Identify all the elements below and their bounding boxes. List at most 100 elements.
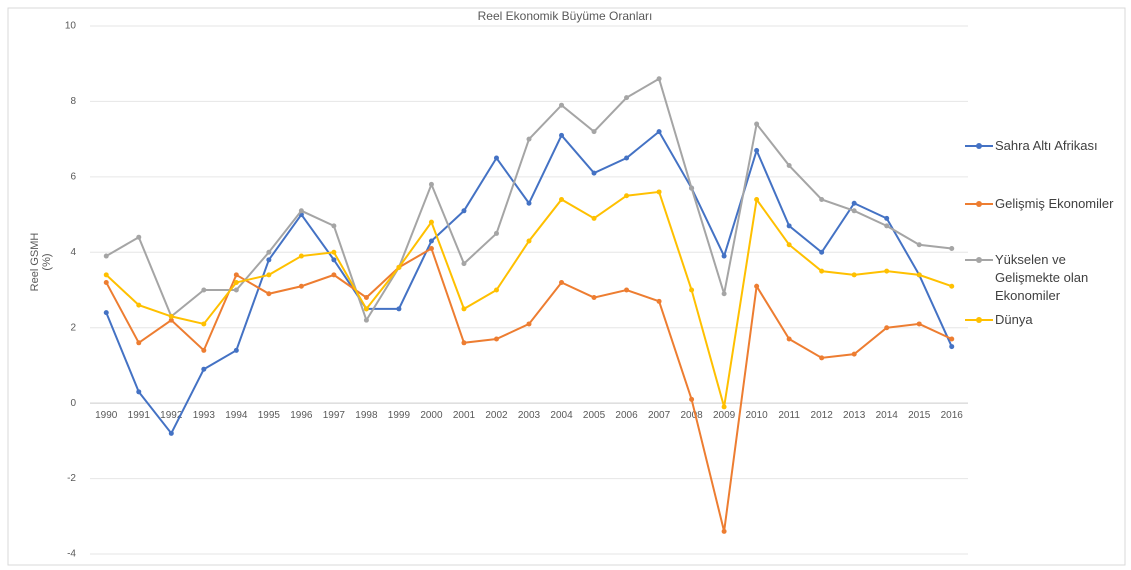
data-point xyxy=(233,347,239,353)
legend-label: Gelişmiş Ekonomiler xyxy=(995,196,1114,211)
data-point xyxy=(103,272,109,278)
data-point xyxy=(266,249,272,255)
y-axis-label: Reel GSMH (%) xyxy=(29,232,53,292)
data-point xyxy=(266,272,272,278)
data-point xyxy=(786,163,792,169)
data-point xyxy=(461,208,467,214)
data-point xyxy=(461,340,467,346)
data-point xyxy=(819,249,825,255)
data-point xyxy=(201,321,207,327)
data-point xyxy=(559,132,565,138)
data-point xyxy=(201,366,207,372)
y-tick-label: -2 xyxy=(67,473,76,484)
data-point xyxy=(851,272,857,278)
data-point xyxy=(233,279,239,285)
y-tick-label: 4 xyxy=(70,247,76,258)
data-point xyxy=(624,193,630,199)
data-point xyxy=(363,295,369,301)
data-point xyxy=(331,249,337,255)
data-point xyxy=(559,196,565,202)
data-point xyxy=(754,283,760,289)
data-point xyxy=(493,287,499,293)
data-point xyxy=(331,257,337,263)
x-tick-label: 2006 xyxy=(615,410,638,421)
data-point xyxy=(916,321,922,327)
data-point xyxy=(819,196,825,202)
data-point xyxy=(851,208,857,214)
data-point xyxy=(428,246,434,252)
chart-frame xyxy=(7,7,1126,566)
data-point xyxy=(754,196,760,202)
data-point xyxy=(136,340,142,346)
data-point xyxy=(526,136,532,142)
chart-title: Reel Ekonomik Büyüme Oranları xyxy=(478,9,653,23)
data-point xyxy=(233,272,239,278)
data-point xyxy=(103,310,109,316)
x-tick-label: 2016 xyxy=(941,410,964,421)
data-point xyxy=(298,253,304,259)
x-tick-label: 2004 xyxy=(550,410,573,421)
data-point xyxy=(136,302,142,308)
legend-entry: Gelişmiş Ekonomiler xyxy=(965,195,1120,213)
x-tick-label: 1995 xyxy=(258,410,281,421)
data-point xyxy=(591,129,597,135)
data-point xyxy=(754,121,760,127)
data-point xyxy=(428,238,434,244)
data-point xyxy=(624,287,630,293)
data-point xyxy=(168,430,174,436)
data-point xyxy=(689,396,695,402)
data-point xyxy=(786,223,792,229)
data-point xyxy=(656,298,662,304)
data-point xyxy=(103,279,109,285)
data-point xyxy=(136,234,142,240)
data-point xyxy=(591,215,597,221)
data-point xyxy=(428,181,434,187)
series-line xyxy=(105,190,953,408)
data-point xyxy=(493,336,499,342)
data-point xyxy=(949,283,955,289)
data-point xyxy=(721,404,727,410)
data-point xyxy=(949,336,955,342)
data-point xyxy=(103,253,109,259)
legend-swatch xyxy=(965,201,993,207)
data-point xyxy=(884,268,890,274)
data-point xyxy=(721,291,727,297)
data-point xyxy=(656,189,662,195)
data-point xyxy=(396,306,402,312)
data-point xyxy=(689,185,695,191)
x-tick-label: 2009 xyxy=(713,410,736,421)
data-point xyxy=(689,287,695,293)
x-tick-label: 1997 xyxy=(323,410,346,421)
data-point xyxy=(428,219,434,225)
data-point xyxy=(298,208,304,214)
data-point xyxy=(591,295,597,301)
x-tick-label: 1998 xyxy=(355,410,378,421)
x-tick-label: 1992 xyxy=(160,410,183,421)
data-point xyxy=(493,155,499,161)
x-tick-label: 2001 xyxy=(453,410,476,421)
legend-entry: Dünya xyxy=(965,311,1120,329)
data-point xyxy=(949,246,955,252)
data-point xyxy=(721,253,727,259)
data-point xyxy=(331,223,337,229)
x-tick-label: 2011 xyxy=(778,410,800,421)
data-point xyxy=(493,230,499,236)
legend-entry: Yükselen ve Gelişmekte olan Ekonomiler xyxy=(965,251,1120,305)
x-tick-label: 2013 xyxy=(843,410,866,421)
x-tick-label: 2014 xyxy=(876,410,899,421)
data-point xyxy=(624,155,630,161)
data-point xyxy=(396,264,402,270)
data-point xyxy=(916,242,922,248)
x-tick-label: 2005 xyxy=(583,410,606,421)
x-tick-label: 2015 xyxy=(908,410,931,421)
legend-swatch xyxy=(965,317,993,323)
data-point xyxy=(298,283,304,289)
data-point xyxy=(851,200,857,206)
legend-label: Sahra Altı Afrikası xyxy=(995,138,1098,153)
data-point xyxy=(201,287,207,293)
data-point xyxy=(656,129,662,135)
legend-label: Yükselen ve Gelişmekte olan Ekonomiler xyxy=(995,252,1089,303)
y-tick-label: 6 xyxy=(70,171,76,182)
data-point xyxy=(526,238,532,244)
data-point xyxy=(786,336,792,342)
